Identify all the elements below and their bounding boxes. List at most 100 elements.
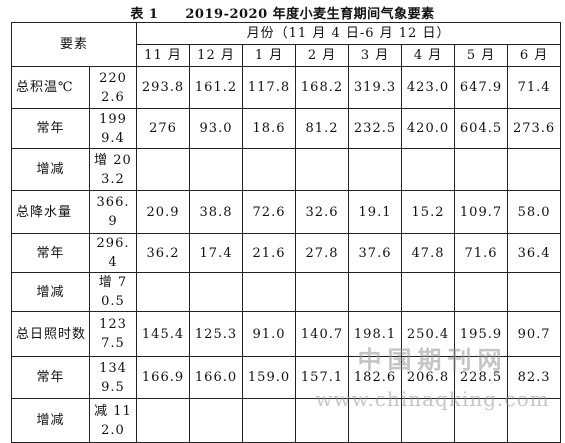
empty-cell [295,398,350,443]
month-header: 2 月 [295,44,350,67]
cell: 93.0 [189,108,244,149]
cell: 117.8 [242,66,297,109]
cell: 增 203.2 [88,148,138,191]
month-header: 1 月 [242,44,297,67]
data-row: 总积温℃ 2202.6 293.8 161.2 117.8 168.2 319.3 423.0… [11,66,562,109]
cell: 198.1 [348,311,403,357]
row-label: 常年 [11,108,90,149]
empty-cell [454,148,509,191]
empty-cell [348,148,403,191]
cell: 140.7 [295,311,350,357]
data-row: 常年 1349.5 166.9 166.0 159.0 157.1 182.6 206.8 22… [11,356,562,399]
table-title: 表 1 2019-2020 年度小麦生育期间气象要素 [130,7,435,22]
empty-cell [401,398,456,443]
cell: 15.2 [401,190,456,234]
empty-cell [136,272,191,312]
cell: 32.6 [295,190,350,234]
row-label: 常年 [11,356,90,399]
cell: 420.0 [401,108,456,149]
cell: 72.6 [242,190,297,234]
empty-cell [136,148,191,191]
cell: 145.4 [136,311,191,357]
row-label: 总积温℃ [11,66,90,109]
cell: 71.6 [454,233,509,273]
month-header: 3 月 [348,44,403,67]
cell: 109.7 [454,190,509,234]
empty-cell [189,398,244,443]
cell: 423.0 [401,66,456,109]
cell: 250.4 [401,311,456,357]
empty-cell [348,398,403,443]
empty-cell [189,272,244,312]
cell: 366.9 [88,190,138,234]
empty-cell [454,398,509,443]
cell: 232.5 [348,108,403,149]
cell: 276 [136,108,191,149]
cell: 增 70.5 [88,272,138,312]
data-row: 增减减 112.0 [11,398,562,443]
cell: 36.4 [507,233,562,273]
cell: 71.4 [507,66,562,109]
cell: 647.9 [454,66,509,109]
empty-cell [401,148,456,191]
cell: 2202.6 [88,66,138,109]
empty-cell [242,148,297,191]
cell: 37.6 [348,233,403,273]
cell: 206.8 [401,356,456,399]
cell: 1349.5 [88,356,138,399]
cell: 168.2 [295,66,350,109]
empty-cell [401,272,456,312]
cell: 90.7 [507,311,562,357]
cell: 20.9 [136,190,191,234]
cell: 38.8 [189,190,244,234]
cell: 166.9 [136,356,191,399]
month-header: 12 月 [189,44,244,67]
cell: 273.6 [507,108,562,149]
row-label: 总降水量 [11,190,90,234]
cell: 195.9 [454,311,509,357]
cell: 161.2 [189,66,244,109]
data-row: 总降水量 366.9 20.9 38.8 72.6 32.6 19.1 15.2 109.7 58… [11,190,562,234]
cell: 91.0 [242,311,297,357]
cell: 604.5 [454,108,509,149]
data-row: 常年 296.4 36.2 17.4 21.6 27.8 37.6 47.8 71.6 36.4 [11,233,562,273]
cell: 21.6 [242,233,297,273]
cell: 18.6 [242,108,297,149]
row-label: 增减 [11,272,90,312]
data-row: 总日照时数 1237.5 145.4 125.3 91.0 140.7 198.1 250.4… [11,311,562,357]
page: {"title": "表 1 2019-2020 年度小麦生育期间气象要素", … [10,7,562,443]
cell: 36.2 [136,233,191,273]
header-cell: 要素 [10,22,138,67]
empty-cell [295,148,350,191]
month-header: 11 月 [136,44,191,67]
cell: 81.2 [295,108,350,149]
row-label: 常年 [11,233,90,273]
month-header: 6 月 [507,44,562,67]
data-row: 常年 1999.4 276 93.0 18.6 81.2 232.5 420.0 604.5 27… [11,108,562,149]
cell: 166.0 [189,356,244,399]
empty-cell [507,272,562,312]
cell: 19.1 [348,190,403,234]
cell: 82.3 [507,356,562,399]
cell: 减 112.0 [88,398,138,443]
cell: 58.0 [507,190,562,234]
cell: 182.6 [348,356,403,399]
month-header: 5 月 [454,44,509,67]
cell: 296.4 [88,233,138,273]
empty-cell [507,398,562,443]
cell: 27.8 [295,233,350,273]
cell: 157.1 [295,356,350,399]
data-row: 增减增 70.5 [11,272,562,312]
empty-cell [136,398,191,443]
row-label: 增减 [11,148,90,191]
cell: 125.3 [189,311,244,357]
row-label: 增减 [11,398,90,443]
empty-cell [242,398,297,443]
header-row: 要素 月份（11 月 4 日-6 月 12 日） [10,22,562,67]
empty-cell [348,272,403,312]
month-header: 4 月 [401,44,456,67]
empty-cell [507,148,562,191]
empty-cell [189,148,244,191]
